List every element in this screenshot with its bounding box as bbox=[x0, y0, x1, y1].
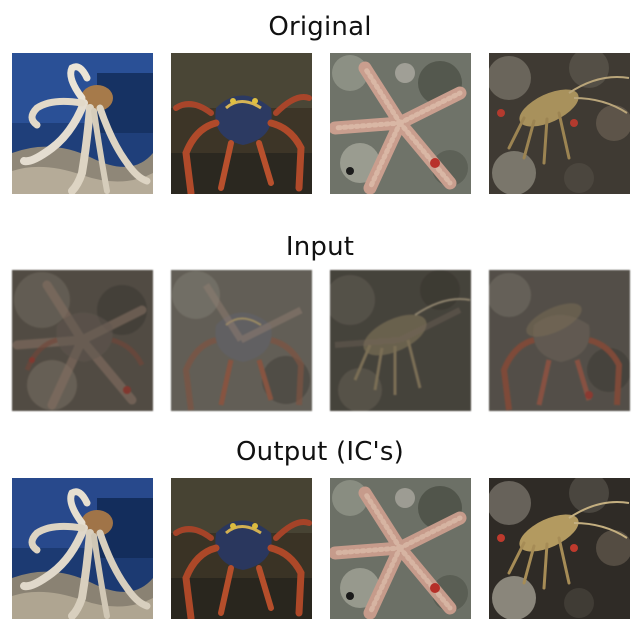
output-starfish-image bbox=[330, 478, 471, 619]
output-octopus-image bbox=[12, 478, 153, 619]
input-mixture-image-1 bbox=[12, 270, 153, 411]
original-starfish-image bbox=[330, 53, 471, 194]
original-crab-image bbox=[171, 53, 312, 194]
original-octopus-image bbox=[12, 53, 153, 194]
row-title-original: Original bbox=[268, 12, 372, 42]
row-title-input: Input bbox=[285, 232, 355, 262]
output-crab-image bbox=[171, 478, 312, 619]
input-mixture-image-2 bbox=[171, 270, 312, 411]
input-mixture-image-3 bbox=[330, 270, 471, 411]
row-title-output: Output (IC's) bbox=[236, 437, 404, 467]
original-lobster-image bbox=[489, 53, 630, 194]
output-lobster-image bbox=[489, 478, 630, 619]
input-mixture-image-4 bbox=[489, 270, 630, 411]
